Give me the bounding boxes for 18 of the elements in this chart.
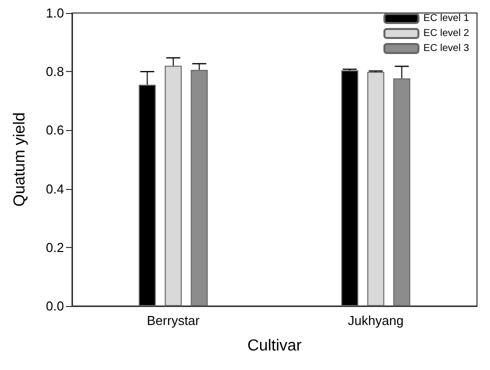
bar — [190, 70, 208, 306]
y-tick-label: 0.6 — [46, 122, 64, 138]
bar — [164, 66, 182, 306]
y-tick-label: 1.0 — [46, 6, 64, 20]
x-tick-label: Berrystar — [146, 313, 200, 328]
bar — [393, 78, 410, 306]
legend-label: EC level 1 — [423, 13, 470, 24]
x-axis-title: Cultivar — [247, 338, 302, 354]
legend-label: EC level 3 — [423, 43, 470, 54]
x-tick-label: Jukhyang — [348, 313, 404, 328]
y-axis-title: Quatum yield — [12, 112, 28, 207]
y-tick-label: 0.2 — [46, 240, 64, 255]
bar — [341, 70, 358, 306]
y-tick-label: 0.4 — [46, 181, 64, 196]
bar — [367, 72, 384, 306]
legend-label: EC level 2 — [423, 28, 470, 39]
y-tick-label: 0.0 — [46, 298, 64, 314]
y-tick-label: 0.8 — [46, 64, 64, 80]
